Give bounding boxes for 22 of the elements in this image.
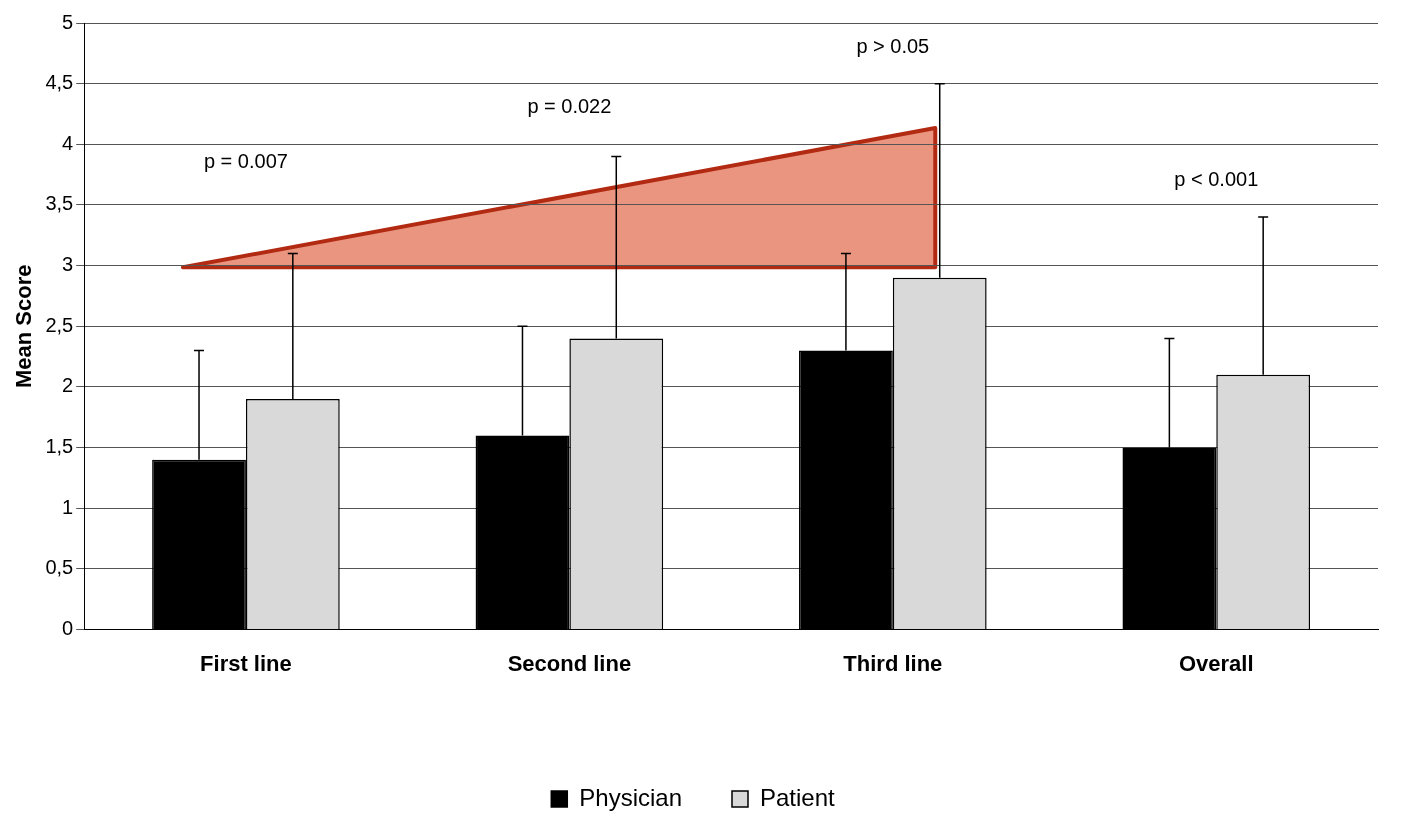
x-tick-label: First line [200,650,292,676]
y-tick-label: 3,5 [45,192,74,215]
y-tick-label: 4,5 [45,71,74,94]
annotation: p = 0.007 [203,150,288,173]
y-tick-label: 4 [62,131,74,154]
y-tick-label: 5 [62,10,74,33]
y-tick-label: 0 [62,617,74,640]
y-axis-title: Mean Score [11,264,37,389]
y-tick-label: 2 [62,374,74,397]
y-tick-label: 1 [62,495,74,518]
annotation: p = 0.022 [527,95,612,118]
x-tick-label: Overall [1178,650,1254,676]
y-tick-label: 1,5 [45,435,74,458]
annotation: p < 0.001 [1174,168,1259,191]
x-tick-label: Third line [843,650,943,676]
x-tick-label: Second line [507,650,632,676]
annotation: p > 0.05 [856,34,930,57]
y-tick-label: 0,5 [45,556,74,579]
y-tick-label: 3 [62,253,74,276]
y-tick-label: 2,5 [45,313,74,336]
legend-label: Patient [760,783,836,811]
legend-label: Physician [579,783,682,811]
